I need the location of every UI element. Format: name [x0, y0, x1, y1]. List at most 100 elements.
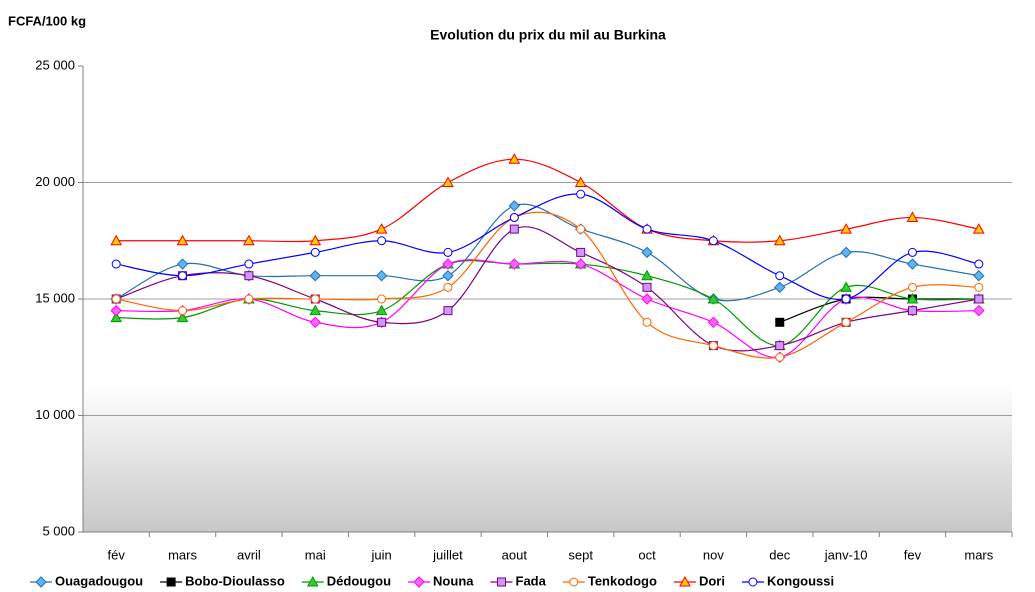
- marker: [708, 341, 718, 351]
- series-line: [116, 158, 979, 243]
- marker: [166, 577, 176, 587]
- marker: [774, 281, 786, 294]
- marker: [442, 176, 454, 187]
- legend-label: Fada: [516, 573, 547, 588]
- marker: [413, 576, 425, 588]
- series-group: [110, 153, 985, 363]
- x-tick-label: aout: [502, 547, 528, 562]
- marker: [841, 317, 851, 327]
- marker: [111, 259, 121, 269]
- marker: [443, 282, 453, 292]
- marker: [176, 258, 189, 270]
- marker: [974, 282, 984, 292]
- legend-label: Bobo-Dioulasso: [185, 573, 285, 588]
- x-tick-label: juin: [370, 547, 391, 562]
- series-line: [115, 203, 979, 302]
- marker: [244, 294, 254, 304]
- marker: [497, 577, 506, 587]
- marker: [576, 189, 586, 199]
- marker: [377, 317, 387, 327]
- x-tick-label: fev: [904, 547, 922, 562]
- marker: [642, 224, 652, 234]
- marker: [707, 316, 720, 329]
- marker: [508, 258, 521, 270]
- marker: [641, 269, 653, 281]
- y-tick-label: 15 000: [35, 290, 75, 305]
- marker: [310, 294, 320, 304]
- marker: [442, 258, 454, 270]
- marker: [509, 212, 519, 222]
- marker: [775, 271, 785, 281]
- marker: [907, 306, 917, 316]
- marker: [906, 292, 919, 304]
- marker: [840, 246, 852, 259]
- marker: [244, 259, 254, 269]
- marker: [377, 294, 387, 304]
- y-axis-label: FCFA/100 kg: [8, 13, 86, 28]
- marker: [110, 234, 123, 246]
- marker: [641, 293, 653, 305]
- marker: [574, 258, 587, 270]
- marker: [576, 224, 586, 234]
- y-tick-label: 20 000: [35, 174, 75, 189]
- series-line: [116, 211, 979, 359]
- marker: [642, 317, 652, 327]
- marker: [974, 294, 984, 304]
- series-line: [779, 296, 979, 323]
- marker: [775, 317, 785, 327]
- marker: [973, 304, 985, 317]
- chart-title: Evolution du prix du mil au Burkina: [430, 27, 666, 43]
- marker: [443, 306, 453, 316]
- marker: [509, 224, 519, 234]
- marker: [111, 294, 121, 304]
- grid: 5 000 10 000 15 000 20 000 25 000 fév mars avri…: [35, 57, 1013, 562]
- x-tick-label: juillet: [432, 547, 463, 562]
- marker: [309, 269, 321, 282]
- marker: [773, 234, 786, 246]
- marker: [508, 153, 521, 164]
- marker: [244, 271, 254, 281]
- marker: [679, 575, 691, 587]
- marker: [178, 306, 188, 316]
- marker: [775, 352, 785, 362]
- series-line: [115, 226, 979, 352]
- marker: [110, 311, 123, 323]
- marker: [569, 577, 579, 587]
- x-tick-label: mars: [168, 547, 197, 562]
- x-tick-label: janv-10: [824, 547, 868, 562]
- x-tick-label: mai: [305, 547, 326, 562]
- marker: [906, 211, 919, 222]
- marker: [906, 258, 919, 270]
- x-tick-label: sept: [568, 547, 593, 562]
- marker: [748, 577, 758, 587]
- marker: [840, 281, 852, 292]
- marker: [775, 341, 785, 351]
- series: [111, 189, 984, 304]
- marker: [178, 271, 188, 281]
- marker: [176, 311, 189, 323]
- marker: [306, 575, 319, 587]
- x-tick-label: mars: [964, 547, 993, 562]
- marker: [642, 282, 652, 292]
- marker: [840, 223, 852, 234]
- legend-label: Dori: [699, 573, 725, 588]
- marker: [508, 200, 521, 212]
- x-tick-label: nov: [703, 547, 724, 562]
- series-line: [116, 259, 979, 347]
- x-tick-label: avril: [237, 547, 261, 562]
- marker: [841, 294, 851, 304]
- marker: [574, 176, 587, 187]
- x-tick-label: oct: [638, 547, 656, 562]
- marker: [110, 304, 122, 317]
- marker: [974, 259, 984, 269]
- marker: [443, 247, 453, 257]
- marker: [309, 234, 322, 246]
- marker: [707, 292, 720, 304]
- marker: [375, 269, 388, 282]
- marker: [576, 247, 586, 257]
- marker: [375, 304, 388, 316]
- marker: [641, 246, 653, 259]
- legend-label: Nouna: [433, 573, 474, 588]
